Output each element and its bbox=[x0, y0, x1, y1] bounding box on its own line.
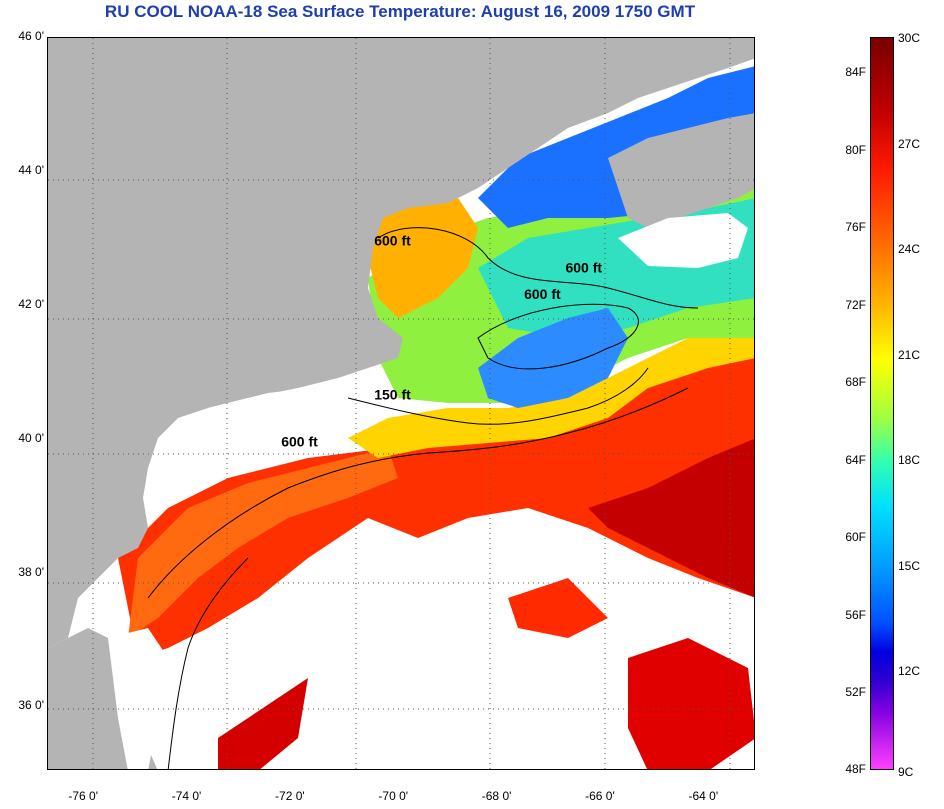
lat-tick-label: 46 0' bbox=[18, 29, 44, 43]
contour-600ft-north bbox=[377, 227, 699, 309]
colorbar-c-label: 30C bbox=[898, 31, 921, 45]
lon-tick-label: -66 0' bbox=[585, 789, 615, 803]
colorbar-c-label: 24C bbox=[898, 242, 921, 256]
contour-150ft-shelf bbox=[347, 367, 649, 425]
lon-tick-label: -72 0' bbox=[275, 789, 305, 803]
contour-depth-label: 600 ft bbox=[565, 259, 602, 275]
contour-600ft-shelf-edge bbox=[147, 387, 689, 599]
colorbar-c-label: 27C bbox=[898, 136, 921, 151]
lon-tick-label: -74 0' bbox=[171, 789, 202, 803]
warm-patch-east bbox=[508, 578, 608, 638]
lat-tick-label: 42 0' bbox=[18, 296, 44, 311]
colorbar-f-label: 52F bbox=[845, 685, 866, 699]
georges-bank-blue bbox=[478, 308, 628, 408]
contour-depth-label: 150 ft bbox=[374, 386, 411, 402]
shelf-yellow-band bbox=[348, 328, 754, 458]
colorbar-f-label: 48F bbox=[845, 762, 866, 776]
lat-tick-label: 44 0' bbox=[18, 162, 44, 177]
colorbar-c-label: 18C bbox=[898, 453, 921, 467]
colorbar-c-label: 12C bbox=[898, 664, 921, 678]
colorbar-f-label: 60F bbox=[845, 530, 866, 544]
colorbar-f-label: 68F bbox=[845, 375, 866, 389]
lon-tick-label: -76 0' bbox=[68, 789, 98, 803]
sst-map[interactable]: 600 ft 600 ft 600 ft 150 ft 600 ft bbox=[47, 37, 755, 770]
lat-tick-label: 36 0' bbox=[18, 698, 44, 713]
warm-patch-south bbox=[218, 678, 308, 769]
lat-tick-label: 38 0' bbox=[18, 564, 44, 579]
colorbar-f-label: 64F bbox=[845, 452, 866, 467]
colorbar-f-label: 76F bbox=[845, 220, 866, 234]
cloud-patch-long-island bbox=[208, 383, 368, 418]
contour-600ft-south bbox=[167, 557, 249, 769]
contour-600ft-georges bbox=[477, 303, 639, 370]
colorbar-f-label: 80F bbox=[845, 142, 866, 157]
colorbar-f-label: 72F bbox=[845, 297, 866, 312]
contour-depth-label: 600 ft bbox=[281, 433, 318, 449]
contour-depth-label: 600 ft bbox=[524, 286, 561, 302]
deep-warm-core bbox=[588, 438, 754, 598]
warm-patch-southeast bbox=[628, 638, 754, 769]
lon-tick-label: -68 0' bbox=[481, 789, 512, 803]
colorbar-c-label: 9C bbox=[898, 765, 914, 779]
lon-tick-label: -70 0' bbox=[378, 789, 409, 803]
cloud-patch-nova-scotia bbox=[618, 213, 748, 268]
lat-tick-label: 40 0' bbox=[18, 430, 44, 445]
colorbar-f-label: 56F bbox=[845, 607, 866, 622]
colorbar-c-label: 15C bbox=[898, 558, 921, 573]
temperature-colorbar bbox=[870, 37, 894, 770]
lon-tick-label: -64 0' bbox=[688, 789, 719, 803]
cloud-southern-coast bbox=[108, 628, 168, 769]
map-title: RU COOL NOAA-18 Sea Surface Temperature:… bbox=[104, 2, 696, 21]
land-mass bbox=[48, 38, 754, 648]
contour-depth-label: 600 ft bbox=[374, 233, 411, 249]
colorbar-f-label: 84F bbox=[845, 65, 866, 79]
warm-shelf-orange bbox=[128, 448, 398, 638]
nova-scotia-land bbox=[608, 113, 754, 228]
coastal-maine-warm bbox=[368, 188, 478, 318]
colorbar-c-label: 21C bbox=[898, 347, 921, 362]
